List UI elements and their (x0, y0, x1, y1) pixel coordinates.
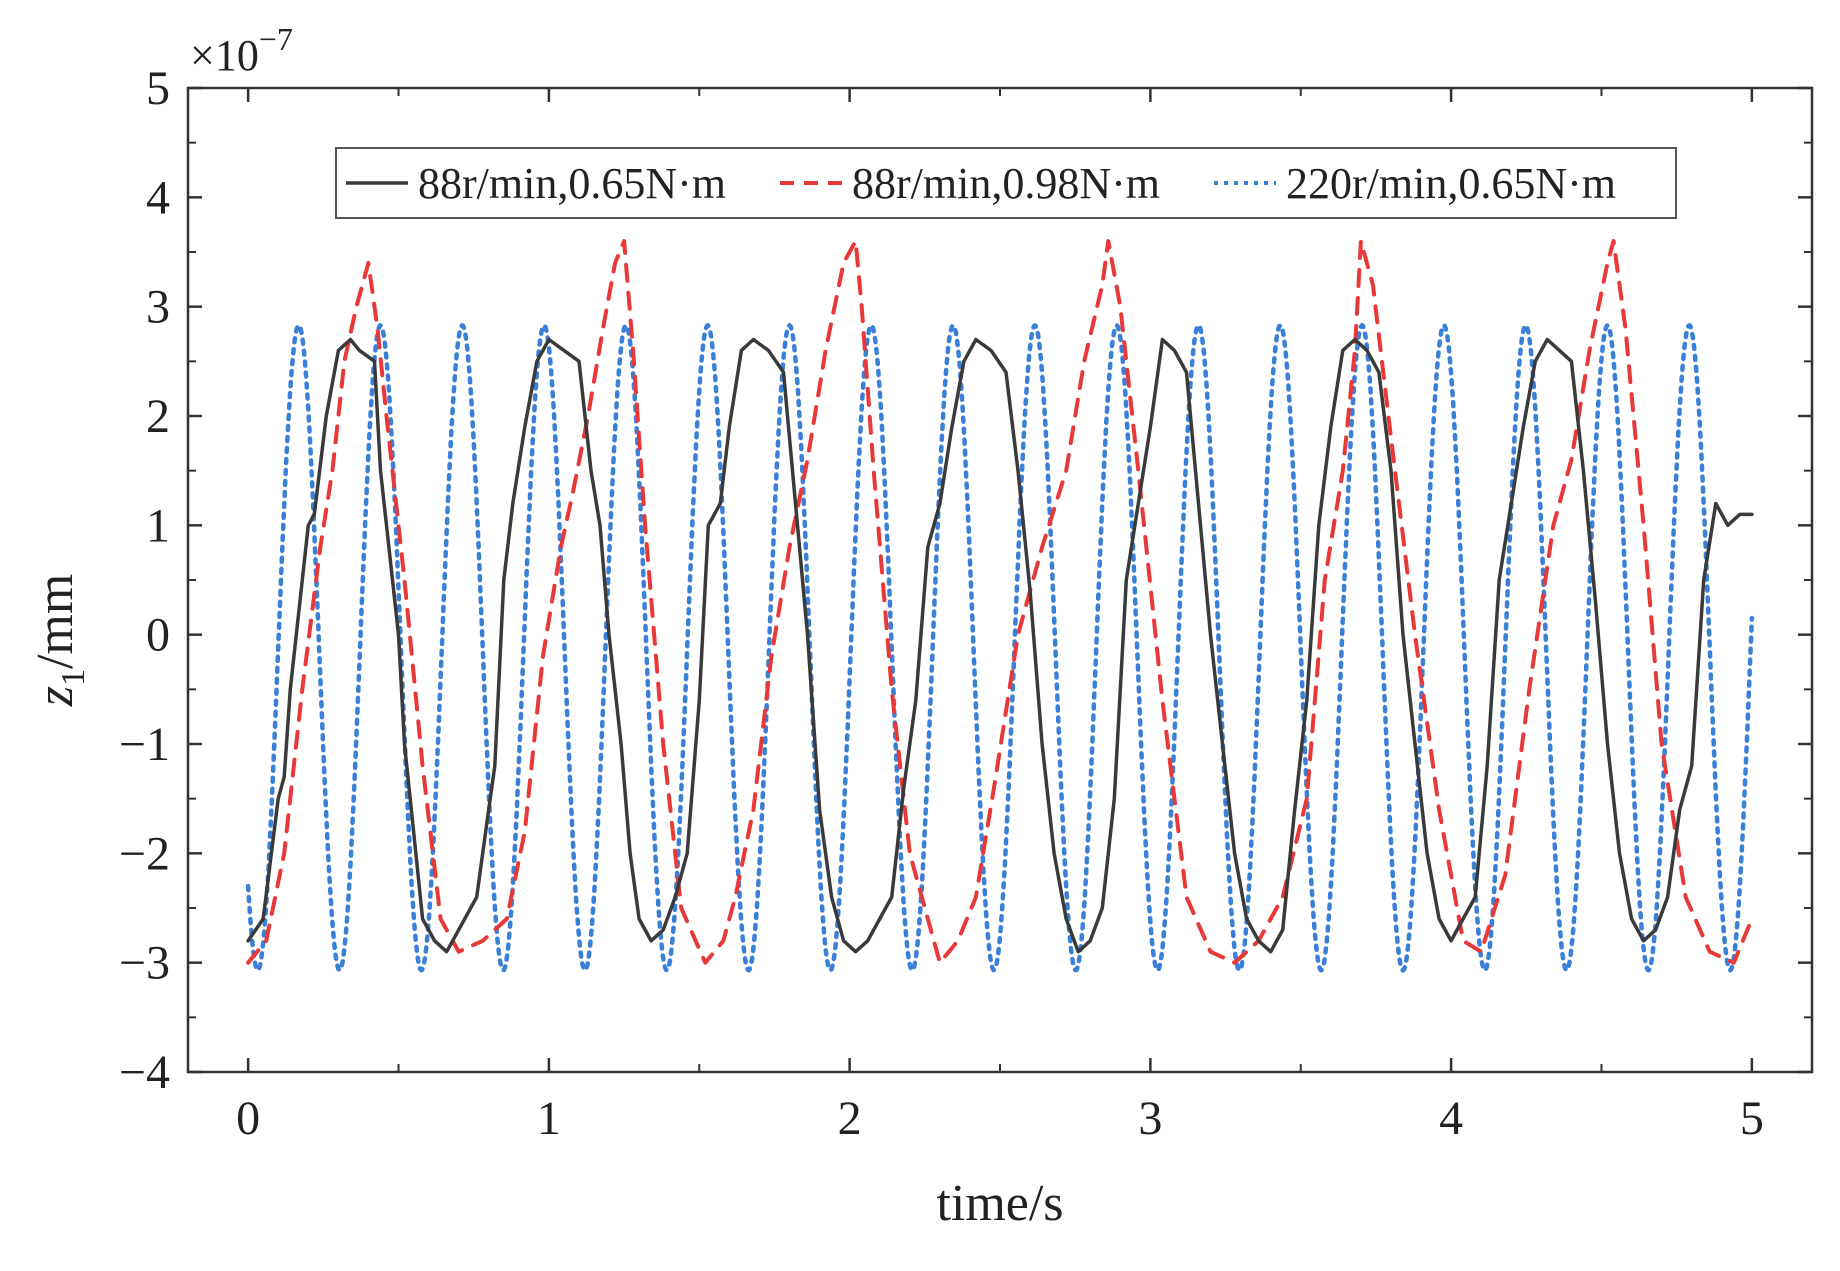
y-tick-label: −2 (119, 827, 170, 880)
y-axis-label: z1/mm (27, 574, 92, 708)
y-tick-label: 5 (146, 62, 170, 115)
y-tick-label: 4 (146, 171, 170, 224)
legend-label-3: 220r/min,0.65N·m (1286, 159, 1616, 208)
series-line-1 (246, 337, 1754, 954)
axis-multiplier: ×10−7 (190, 21, 293, 80)
x-tick-label: 3 (1138, 1092, 1162, 1145)
plot-frame (186, 86, 1814, 1074)
y-tick-label: −3 (119, 937, 170, 990)
y-tick-label: 3 (146, 281, 170, 334)
x-tick-label: 4 (1439, 1092, 1463, 1145)
legend-item-2: 88r/min,0.98N·m (780, 159, 1160, 208)
x-tick-label: 5 (1740, 1092, 1764, 1145)
y-tick-label: 0 (146, 609, 170, 662)
series-line-2 (246, 239, 1754, 965)
plot-area (245, 239, 1755, 973)
series-line-3 (245, 323, 1755, 973)
x-axis-label: time/s (936, 1175, 1063, 1232)
legend-label-1: 88r/min,0.65N·m (418, 159, 726, 208)
legend-item-3: 220r/min,0.65N·m (1214, 159, 1616, 208)
legend-item-1: 88r/min,0.65N·m (346, 159, 726, 208)
y-tick-label: −1 (119, 718, 170, 771)
x-tick-label: 0 (236, 1092, 260, 1145)
legend-label-2: 88r/min,0.98N·m (852, 159, 1160, 208)
x-tick-label: 2 (838, 1092, 862, 1145)
y-tick-label: 1 (146, 499, 170, 552)
y-axis: −4 −3 −2 −1 0 1 2 3 4 5 (119, 62, 1812, 1099)
x-tick-label: 1 (537, 1092, 561, 1145)
legend-box (335, 147, 1677, 219)
svg-text:z1/mm: z1/mm (27, 574, 92, 708)
legend: 88r/min,0.65N·m 88r/min,0.98N·m 220r/min… (335, 147, 1677, 219)
y-tick-label: −4 (119, 1046, 170, 1099)
x-axis: 0 1 2 3 4 5 (236, 88, 1764, 1145)
y-tick-label: 2 (146, 390, 170, 443)
